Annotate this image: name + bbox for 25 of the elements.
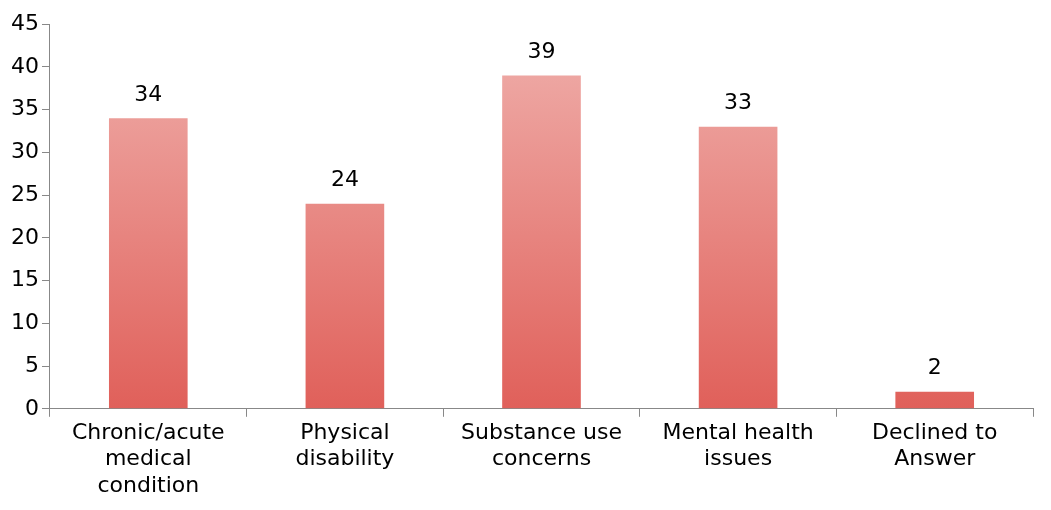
- bar: [698, 126, 778, 409]
- bar: [895, 391, 975, 409]
- y-tick-label: 35: [10, 95, 39, 121]
- x-tick-label: Chronic/acute medical condition: [72, 418, 225, 497]
- y-tick-label: 45: [10, 9, 39, 35]
- data-label: 24: [330, 166, 359, 192]
- y-tick-label: 0: [24, 394, 39, 420]
- y-tick-label: 20: [10, 223, 39, 249]
- bar: [305, 203, 385, 409]
- x-tick-label: Substance use concerns: [461, 418, 622, 471]
- y-tick-label: 40: [10, 52, 39, 78]
- x-tick-label: Mental health issues: [662, 418, 814, 471]
- x-tick-label: Declined to Answer: [872, 418, 998, 471]
- data-label: 33: [724, 89, 753, 115]
- y-tick-label: 5: [24, 351, 39, 377]
- y-tick-label: 15: [10, 266, 39, 292]
- bar: [108, 118, 188, 409]
- x-tick-label: Physical disability: [295, 418, 395, 471]
- y-tick-label: 10: [10, 309, 39, 335]
- data-label: 2: [927, 354, 942, 380]
- y-tick-label: 25: [10, 180, 39, 206]
- data-label: 39: [527, 38, 556, 64]
- y-tick-label: 30: [10, 138, 39, 164]
- bar: [502, 75, 581, 409]
- data-label: 34: [134, 80, 163, 106]
